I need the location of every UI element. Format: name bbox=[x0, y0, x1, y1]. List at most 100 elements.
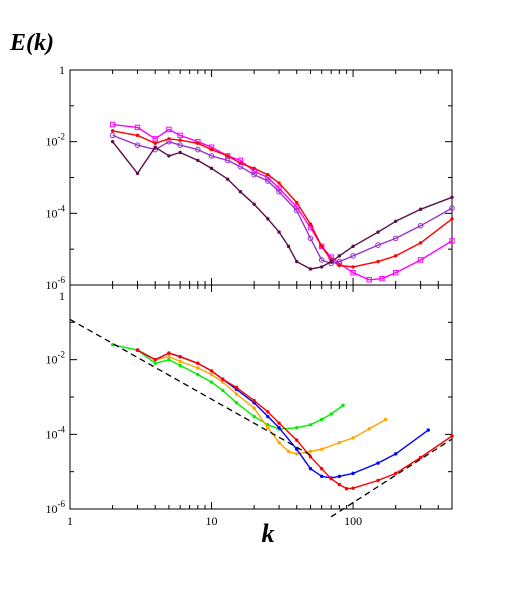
bottom-panel-y-tick-labels: 1 10-2 10-4 10-6 bbox=[46, 289, 66, 516]
bottom-series-1-point bbox=[319, 447, 324, 451]
top-series-1-line bbox=[112, 130, 453, 268]
top-series-2-point bbox=[336, 258, 343, 265]
bottom-series-1-point bbox=[167, 355, 171, 359]
bottom-series-0-point bbox=[295, 426, 299, 430]
top-series-2-point bbox=[134, 142, 141, 148]
bottom-series-3-point bbox=[167, 351, 171, 355]
top-y-tick-label: 10-2 bbox=[46, 132, 66, 149]
top-series-0-point bbox=[109, 121, 116, 128]
bottom-series-0-point bbox=[234, 401, 239, 405]
bottom-series-1-point bbox=[252, 406, 256, 410]
top-series-2-point bbox=[276, 188, 282, 195]
bottom-series-0-point bbox=[110, 343, 115, 347]
top-series-2-point bbox=[109, 132, 116, 139]
top-panel-ticks bbox=[69, 69, 453, 286]
top-series-3-point bbox=[225, 177, 230, 181]
bottom-series-3-point bbox=[153, 357, 157, 362]
top-series-1-point bbox=[418, 241, 423, 245]
bottom-series-0-point bbox=[153, 361, 157, 365]
top-series-2-point bbox=[318, 257, 325, 263]
top-series-0-point bbox=[318, 243, 325, 250]
bottom-series-0-point bbox=[252, 414, 256, 419]
bottom-series-3-point bbox=[319, 467, 324, 471]
top-series-2-point bbox=[392, 235, 399, 242]
bottom-series-3-point bbox=[252, 398, 256, 403]
bottom-series-1-point bbox=[351, 436, 355, 440]
top-series-3-point bbox=[196, 158, 200, 163]
top-series-1-point bbox=[308, 222, 313, 226]
bottom-series-3-point bbox=[376, 478, 380, 483]
bottom-series-1-point bbox=[209, 372, 214, 377]
top-series-0-line bbox=[112, 123, 453, 281]
bottom-series-2-point bbox=[426, 428, 430, 432]
top-series-3-point bbox=[167, 154, 171, 158]
bottom-series-4-line bbox=[69, 318, 311, 456]
bottom-series-1-point bbox=[383, 417, 388, 422]
top-series-0-point bbox=[392, 270, 399, 276]
top-series-3-point bbox=[450, 195, 454, 200]
top-series-3-line bbox=[112, 141, 453, 270]
top-series-2-point bbox=[293, 207, 300, 214]
top-series-3-point bbox=[295, 259, 299, 264]
top-series-1-point bbox=[376, 259, 380, 264]
top-series-2-point bbox=[350, 253, 356, 259]
top-series-1-point bbox=[337, 263, 342, 268]
top-series-1-point bbox=[450, 217, 454, 221]
bottom-panel-ticks bbox=[69, 284, 453, 510]
bottom-series-2-point bbox=[277, 426, 281, 430]
bottom-series-3-point bbox=[337, 482, 342, 487]
top-series-1-point bbox=[110, 129, 115, 133]
bottom-series-1-point bbox=[196, 366, 200, 370]
x-tick-label: 1 bbox=[67, 514, 73, 528]
bottom-series-1-line bbox=[137, 349, 387, 455]
bottom-series-5-line bbox=[330, 438, 453, 518]
top-series-1-point bbox=[266, 172, 270, 177]
bottom-series-1-point bbox=[308, 449, 313, 454]
top-series-3-point bbox=[308, 267, 313, 271]
top-series-0-point bbox=[177, 132, 183, 139]
bottom-series-3-point bbox=[178, 355, 182, 359]
bottom-series-3-point bbox=[450, 434, 454, 438]
bottom-series-2-point bbox=[337, 474, 342, 479]
x-tick-label: 100 bbox=[344, 514, 362, 528]
top-series-1-point bbox=[393, 254, 398, 258]
top-series-2-point bbox=[195, 146, 201, 153]
top-series-3-point bbox=[319, 265, 324, 269]
top-series-3-point bbox=[266, 217, 270, 221]
bottom-series-3-point bbox=[266, 410, 270, 414]
bottom-series-3-point bbox=[308, 455, 313, 459]
bottom-series-1-point bbox=[337, 440, 342, 445]
top-series-1-point bbox=[209, 147, 214, 152]
top-series-2-point bbox=[307, 235, 314, 242]
top-panel-series bbox=[109, 121, 455, 283]
bottom-series-0-point bbox=[329, 412, 333, 416]
bottom-series-1-point bbox=[221, 380, 225, 384]
bottom-series-2-point bbox=[266, 414, 270, 419]
top-series-1-point bbox=[178, 138, 182, 142]
top-series-1-point bbox=[295, 200, 299, 205]
bottom-series-3-point bbox=[329, 476, 333, 481]
bottom-series-0-point bbox=[167, 357, 171, 362]
bottom-y-tick-label: 1 bbox=[59, 289, 65, 303]
x-tick-label: 10 bbox=[206, 514, 218, 528]
top-series-3-point bbox=[351, 244, 355, 249]
bottom-series-2-point bbox=[393, 452, 398, 456]
bottom-series-3-point bbox=[295, 438, 299, 442]
bottom-series-0-point bbox=[209, 380, 214, 384]
bottom-series-3-point bbox=[209, 369, 214, 373]
top-series-1-point bbox=[196, 141, 200, 146]
top-panel-y-tick-labels: 1 10-2 10-4 10-6 bbox=[46, 63, 66, 292]
bottom-series-3-line bbox=[137, 349, 453, 490]
top-series-2-point bbox=[208, 153, 215, 159]
bottom-series-3-point bbox=[221, 377, 225, 381]
top-series-3-point bbox=[135, 171, 140, 176]
bottom-series-2-point bbox=[308, 467, 313, 471]
top-series-1-point bbox=[135, 133, 140, 138]
top-series-0-point bbox=[379, 275, 385, 282]
top-y-tick-label: 10-6 bbox=[46, 275, 66, 292]
top-series-3-point bbox=[393, 219, 398, 223]
top-series-2-point bbox=[449, 205, 455, 211]
bottom-series-2-point bbox=[351, 471, 355, 476]
bottom-series-0-point bbox=[308, 423, 313, 427]
